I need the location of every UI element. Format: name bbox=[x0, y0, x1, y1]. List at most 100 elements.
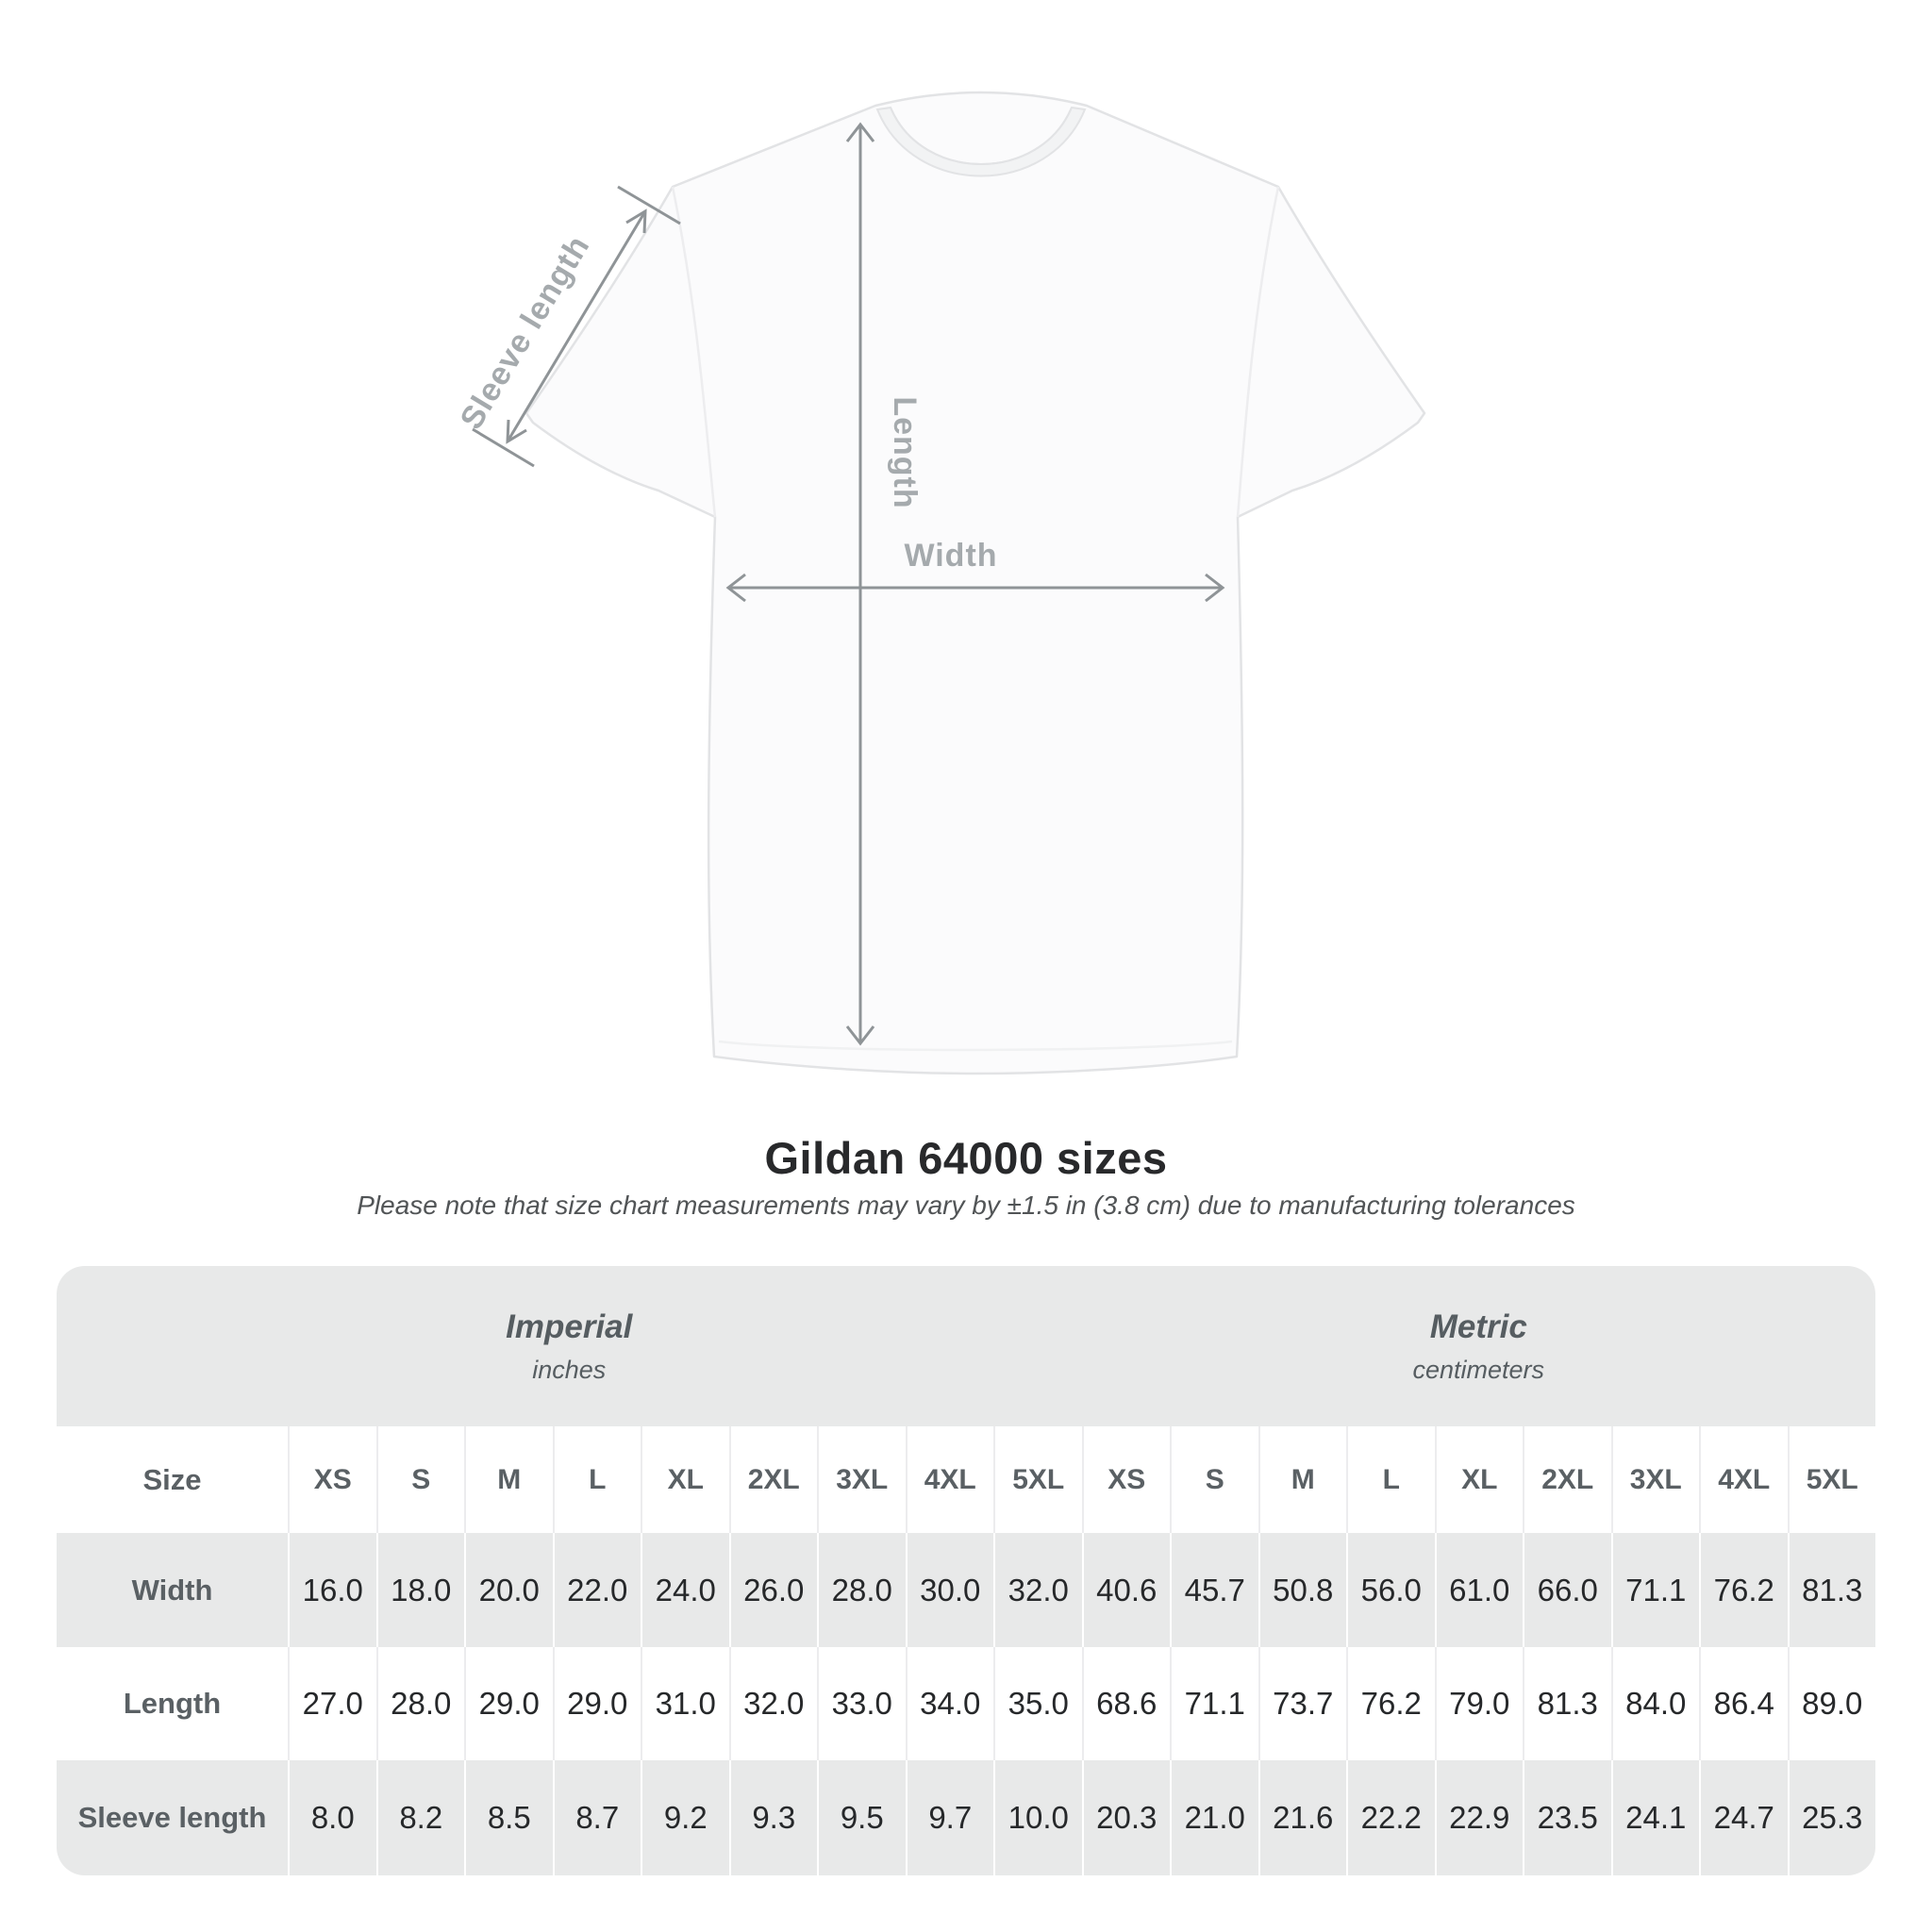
size-header-row: Size XS S M L XL 2XL 3XL 4XL 5XL XS S M L XL 2XL 3XL 4XL 5… bbox=[57, 1426, 1875, 1533]
value-cell: 8.7 bbox=[552, 1760, 641, 1875]
size-col-header: M bbox=[1257, 1426, 1347, 1533]
value-cell: 76.2 bbox=[1346, 1647, 1435, 1760]
size-col-header: L bbox=[552, 1426, 641, 1533]
value-cell: 33.0 bbox=[817, 1647, 906, 1760]
value-cell: 32.0 bbox=[728, 1647, 818, 1760]
value-cell: 28.0 bbox=[817, 1533, 906, 1647]
size-col-header: XS bbox=[1081, 1426, 1171, 1533]
size-col-header: 3XL bbox=[817, 1426, 906, 1533]
hem-seam bbox=[718, 1040, 1233, 1052]
value-cell: 16.0 bbox=[288, 1533, 376, 1647]
value-cell: 40.6 bbox=[1081, 1533, 1170, 1647]
value-cell: 10.0 bbox=[993, 1760, 1082, 1875]
size-col-header: 2XL bbox=[728, 1426, 818, 1533]
value-cell: 73.7 bbox=[1257, 1647, 1347, 1760]
unit-group-unit: inches bbox=[532, 1355, 607, 1384]
size-col-header: 3XL bbox=[1610, 1426, 1700, 1533]
size-col-header: 4XL bbox=[1699, 1426, 1788, 1533]
width-arrow bbox=[725, 573, 1225, 603]
value-cell: 28.0 bbox=[375, 1647, 465, 1760]
value-cell: 29.0 bbox=[552, 1647, 641, 1760]
value-cell: 30.0 bbox=[905, 1533, 993, 1647]
value-cell: 20.0 bbox=[464, 1533, 553, 1647]
value-cell: 29.0 bbox=[464, 1647, 553, 1760]
width-label: Width bbox=[904, 538, 997, 574]
value-cell: 68.6 bbox=[1081, 1647, 1171, 1760]
size-table: Imperial inches Metric centimeters Size X… bbox=[57, 1266, 1875, 1875]
size-corner-header: Size bbox=[142, 1462, 202, 1496]
size-col-header: XL bbox=[1434, 1426, 1524, 1533]
value-cell: 45.7 bbox=[1170, 1533, 1258, 1647]
value-cell: 8.5 bbox=[464, 1760, 553, 1875]
value-cell: 84.0 bbox=[1610, 1647, 1700, 1760]
value-cell: 79.0 bbox=[1434, 1647, 1524, 1760]
value-cell: 34.0 bbox=[905, 1647, 994, 1760]
value-cell: 20.3 bbox=[1081, 1760, 1170, 1875]
row-label: Width bbox=[57, 1533, 288, 1647]
value-cell: 81.3 bbox=[1523, 1647, 1611, 1760]
size-col-header: S bbox=[1170, 1426, 1258, 1533]
value-cell: 56.0 bbox=[1346, 1533, 1435, 1647]
value-cell: 81.3 bbox=[1787, 1533, 1875, 1647]
tshirt-diagram: Length Width Sleeve length bbox=[453, 91, 1426, 1075]
page-title: Gildan 64000 sizes bbox=[764, 1133, 1168, 1183]
value-cell: 8.2 bbox=[375, 1760, 464, 1875]
value-cell: 24.1 bbox=[1610, 1760, 1699, 1875]
value-cell: 9.7 bbox=[905, 1760, 993, 1875]
page-subtitle: Please note that size chart measurements… bbox=[357, 1191, 1575, 1220]
unit-group-name: Imperial bbox=[506, 1307, 633, 1345]
value-cell: 71.1 bbox=[1610, 1533, 1699, 1647]
row-label: Sleeve length bbox=[57, 1760, 288, 1875]
unit-header-band: Imperial inches Metric centimeters bbox=[57, 1266, 1875, 1426]
value-cell: 25.3 bbox=[1787, 1760, 1875, 1875]
unit-group-name: Metric bbox=[1429, 1307, 1527, 1345]
collar-inner-seam bbox=[890, 107, 1073, 165]
value-cell: 23.5 bbox=[1523, 1760, 1611, 1875]
value-cell: 21.6 bbox=[1257, 1760, 1346, 1875]
unit-group-unit: centimeters bbox=[1412, 1355, 1545, 1384]
value-cell: 8.0 bbox=[288, 1760, 376, 1875]
row-label: Length bbox=[123, 1687, 222, 1720]
sleeve-length-arrow bbox=[472, 185, 681, 468]
value-cell: 89.0 bbox=[1787, 1647, 1876, 1760]
size-col-header: 2XL bbox=[1523, 1426, 1611, 1533]
value-cell: 22.9 bbox=[1434, 1760, 1523, 1875]
value-cell: 22.2 bbox=[1346, 1760, 1435, 1875]
value-cell: 76.2 bbox=[1699, 1533, 1788, 1647]
value-cell: 24.0 bbox=[641, 1533, 729, 1647]
size-col-header: XL bbox=[641, 1426, 729, 1533]
table-row-length: Length 27.0 28.0 29.0 29.0 31.0 32.0 33.0 34.0 35… bbox=[57, 1647, 1875, 1760]
value-cell: 18.0 bbox=[375, 1533, 464, 1647]
size-col-header: 5XL bbox=[1787, 1426, 1876, 1533]
value-cell: 9.2 bbox=[641, 1760, 729, 1875]
size-col-header: 4XL bbox=[905, 1426, 994, 1533]
size-col-header: S bbox=[375, 1426, 465, 1533]
value-cell: 27.0 bbox=[288, 1647, 376, 1760]
value-cell: 66.0 bbox=[1523, 1533, 1611, 1647]
table-row-sleeve: Sleeve length 8.0 8.2 8.5 8.7 9.2 9.3 9.5 9.7 10.… bbox=[57, 1760, 1875, 1875]
unit-group-imperial: Imperial inches bbox=[57, 1266, 1082, 1426]
value-cell: 86.4 bbox=[1699, 1647, 1788, 1760]
size-col-header: XS bbox=[288, 1426, 376, 1533]
length-arrow bbox=[845, 122, 875, 1046]
value-cell: 35.0 bbox=[993, 1647, 1082, 1760]
value-cell: 9.3 bbox=[728, 1760, 817, 1875]
right-sleeve-seam bbox=[1236, 186, 1280, 518]
value-cell: 32.0 bbox=[993, 1533, 1082, 1647]
size-col-header: L bbox=[1346, 1426, 1435, 1533]
value-cell: 50.8 bbox=[1257, 1533, 1346, 1647]
value-cell: 31.0 bbox=[641, 1647, 729, 1760]
value-cell: 71.1 bbox=[1170, 1647, 1258, 1760]
value-cell: 9.5 bbox=[817, 1760, 906, 1875]
length-label: Length bbox=[887, 396, 923, 508]
tshirt-graphic bbox=[525, 91, 1426, 1075]
size-col-header: M bbox=[464, 1426, 553, 1533]
value-cell: 22.0 bbox=[552, 1533, 641, 1647]
value-cell: 61.0 bbox=[1434, 1533, 1523, 1647]
left-sleeve-seam bbox=[671, 186, 717, 518]
unit-group-metric: Metric centimeters bbox=[1082, 1266, 1876, 1426]
table-row-width: Width 16.0 18.0 20.0 22.0 24.0 26.0 28.0 30.0 32.… bbox=[57, 1533, 1875, 1647]
value-cell: 24.7 bbox=[1699, 1760, 1788, 1875]
value-cell: 26.0 bbox=[728, 1533, 817, 1647]
